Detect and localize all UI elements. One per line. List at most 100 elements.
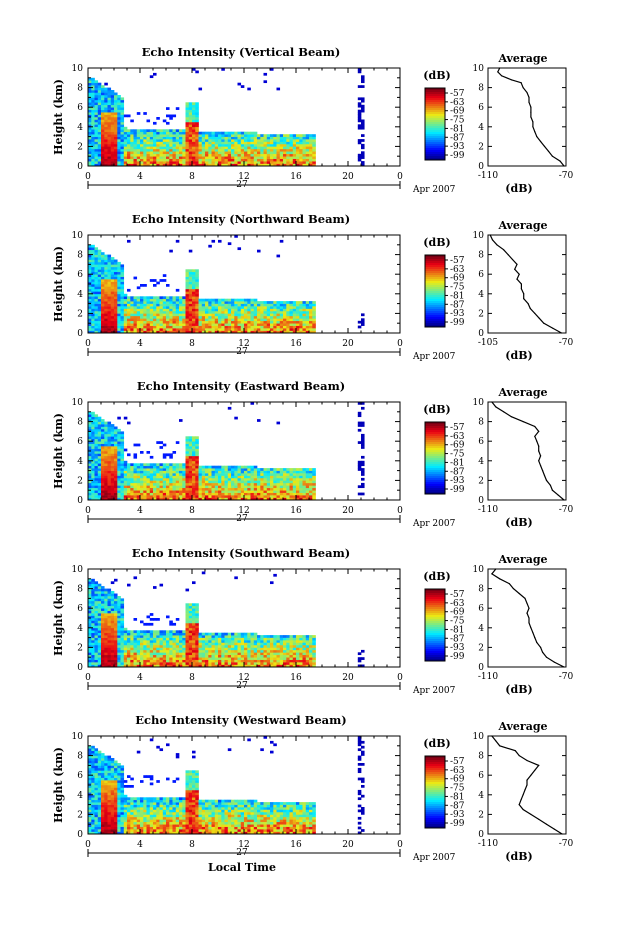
heatmap-cell [286,136,290,140]
colorbar-tick-label: -99 [450,485,465,495]
heatmap-cell [179,306,183,309]
heatmap-cell [172,328,177,331]
heatmap-cell [149,296,154,300]
heatmap-cell [120,286,125,290]
heatmap-cell [247,325,251,329]
heatmap-cell [289,151,294,155]
heatmap-cell [133,301,138,304]
heatmap-cell [104,276,108,280]
heatmap-cell [214,163,219,167]
heatmap-cell [110,102,115,106]
heatmap-cell [296,323,300,326]
heatmap-cell [312,313,316,317]
heatmap-cell [292,320,297,324]
heatmap-cell [91,649,95,653]
heatmap-cell [101,90,105,93]
heatmap-cell [143,640,147,643]
heatmap-cell [211,320,216,324]
heatmap-cell [234,475,238,479]
heatmap-cell [104,610,108,614]
heatmap-cell [136,649,141,653]
colorbar-swatch [425,285,445,288]
heatmap-cell [143,475,147,479]
heatmap-cell [88,95,92,98]
heatmap-cell [231,136,235,140]
heatmap-cell [110,310,115,314]
heatmap-cell [94,622,99,626]
heatmap-cell [172,308,177,312]
heatmap-cell [156,470,160,474]
heatmap-cell [159,306,164,309]
heatmap-cell [279,308,284,312]
heatmap-cell [263,475,268,479]
heatmap-cell [198,473,203,476]
heatmap-cell [357,441,362,444]
heatmap-cell [312,318,316,322]
heatmap-cell [175,328,180,331]
colorbar-tick-label: -57 [450,89,465,99]
heatmap-cell [101,163,105,167]
heatmap-cell [185,293,190,297]
heatmap-cell [247,301,251,304]
heatmap-cell [140,330,144,334]
heatmap-cell [289,320,294,324]
heatmap-cell [91,591,95,594]
heatmap-cell [156,487,160,491]
heatmap-cell [110,446,115,449]
heatmap-cell [107,458,112,462]
heatmap-cell [231,161,235,164]
heatmap-cell [120,637,125,641]
heatmap-cell [247,330,251,334]
heatmap-cell [283,306,287,309]
heatmap-cell [91,271,95,275]
heatmap-cell [250,318,255,322]
heatmap-cell [250,303,255,307]
heatmap-cell [195,121,199,125]
heatmap-cell [159,495,164,498]
heatmap-cell [88,325,92,329]
heatmap-cell [91,313,95,317]
heatmap-cell [94,269,99,273]
heatmap-cell [146,477,151,481]
heatmap-cell [117,318,121,322]
heatmap-cell [231,306,235,309]
heatmap-cell [299,303,303,307]
heatmap-cell [101,468,105,471]
heatmap-cell [221,141,225,145]
heatmap-cell [114,95,118,98]
heatmap-cell [195,436,199,440]
heatmap-cell [195,70,199,74]
heatmap-cell [117,613,121,616]
heatmap-cell [136,492,141,496]
profile-title: Average [497,52,547,65]
heatmap-cell [279,497,284,501]
heatmap-cell [198,161,203,164]
heatmap-cell [234,303,238,307]
colorbar-swatch [425,275,445,278]
heatmap-cell [270,151,274,155]
heatmap-cell [208,482,212,486]
heatmap-cell [146,148,151,152]
heatmap-cell [179,495,183,498]
heatmap-cell [231,143,235,147]
heatmap-cell [101,640,105,643]
heatmap-cell [260,477,264,481]
heatmap-cell [94,117,99,120]
heatmap-cell [117,104,121,108]
heatmap-cell [153,298,157,302]
heatmap-cell [279,301,284,304]
heatmap-cell [120,301,125,304]
heatmap-cell [104,657,108,660]
heatmap-cell [120,310,125,314]
heatmap-cell [130,308,134,312]
heatmap-cell [299,134,303,137]
heatmap-cell [117,274,121,277]
heatmap-cell [153,141,157,145]
colorbar-swatch [425,456,445,459]
heatmap-cell [214,468,219,471]
heatmap-cell [110,274,115,277]
heatmap-cell [309,146,313,150]
heatmap-cell [302,325,307,329]
heatmap-cell [110,161,115,164]
heatmap-cell [117,139,121,142]
